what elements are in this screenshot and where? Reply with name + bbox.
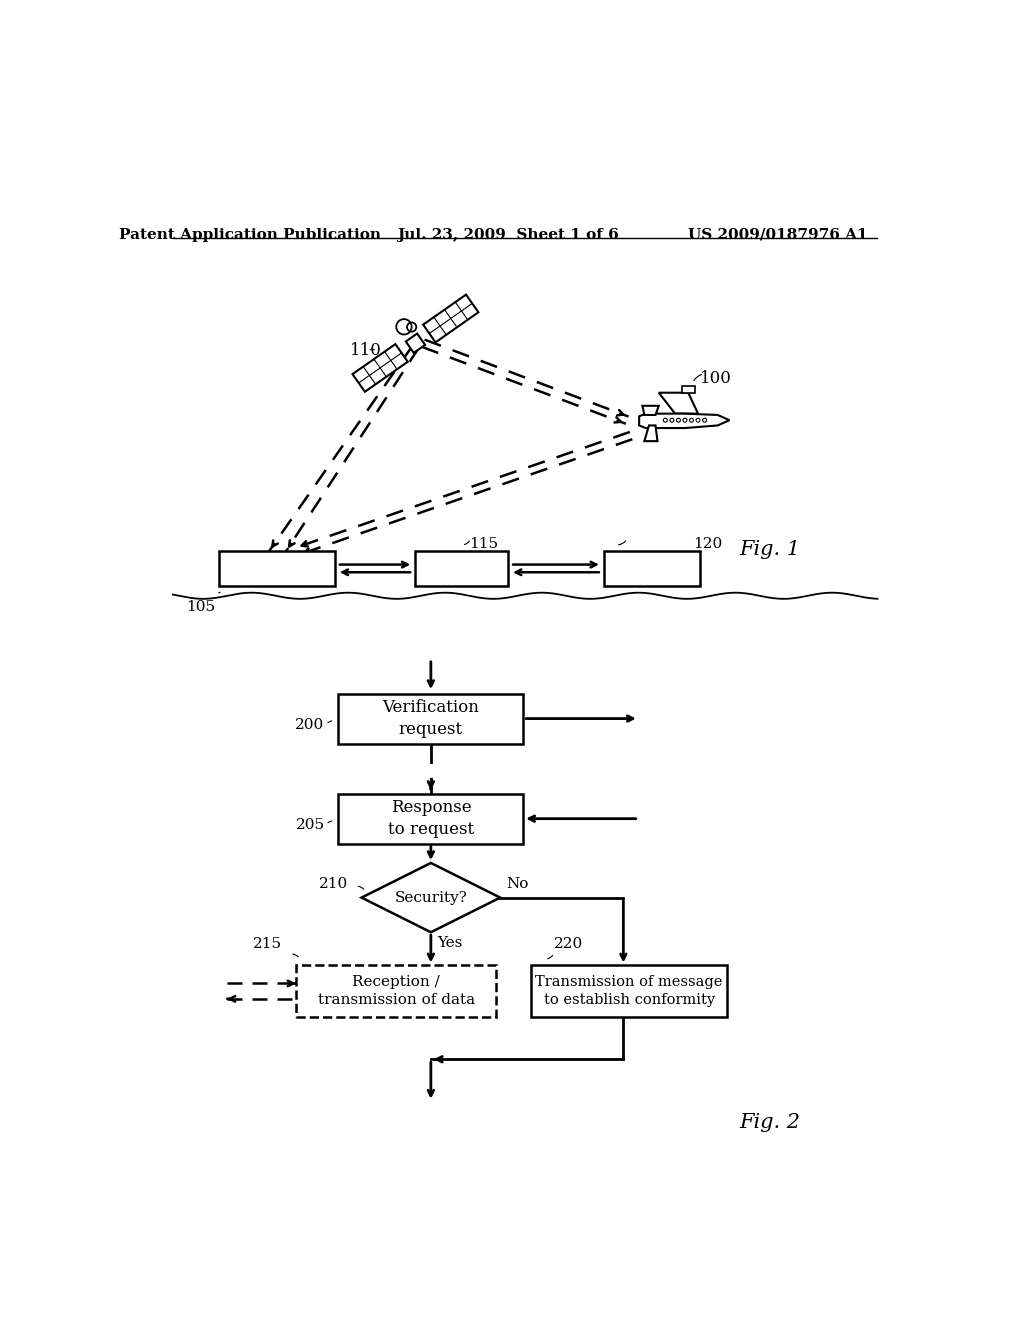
Text: Response
to request: Response to request [388, 799, 474, 838]
Text: 100: 100 [700, 370, 732, 387]
Bar [296, 965, 497, 1016]
Polygon shape [639, 413, 729, 428]
Text: Patent Application Publication: Patent Application Publication [119, 227, 381, 242]
Text: Jul. 23, 2009  Sheet 1 of 6: Jul. 23, 2009 Sheet 1 of 6 [397, 227, 618, 242]
Polygon shape [423, 294, 478, 342]
Polygon shape [682, 387, 694, 393]
Text: 215: 215 [253, 937, 283, 952]
Bar [604, 552, 700, 586]
Polygon shape [406, 334, 425, 352]
Bar [339, 793, 523, 843]
Text: 210: 210 [318, 876, 348, 891]
Text: 205: 205 [296, 818, 325, 832]
Text: Yes: Yes [437, 936, 463, 950]
Text: 120: 120 [692, 537, 722, 552]
Text: No: No [506, 878, 528, 891]
Bar [531, 965, 727, 1016]
Text: Fig. 2: Fig. 2 [739, 1113, 800, 1133]
Text: 110: 110 [350, 342, 382, 359]
Polygon shape [658, 393, 698, 413]
Text: Fig. 1: Fig. 1 [739, 540, 800, 558]
Text: Transmission of message
to establish conformity: Transmission of message to establish con… [536, 975, 723, 1007]
Polygon shape [642, 405, 658, 414]
Text: Reception /
transmission of data: Reception / transmission of data [317, 975, 475, 1007]
Text: 105: 105 [186, 599, 215, 614]
Text: Security?: Security? [394, 891, 467, 904]
Text: 220: 220 [554, 937, 584, 952]
Text: US 2009/0187976 A1: US 2009/0187976 A1 [687, 227, 867, 242]
Polygon shape [644, 425, 657, 441]
Bar [416, 552, 508, 586]
Bar [219, 552, 335, 586]
Bar [339, 693, 523, 743]
Text: 115: 115 [469, 537, 499, 552]
Text: Verification
request: Verification request [382, 700, 479, 738]
Polygon shape [361, 863, 500, 932]
Polygon shape [352, 345, 408, 392]
Text: 200: 200 [295, 718, 325, 731]
